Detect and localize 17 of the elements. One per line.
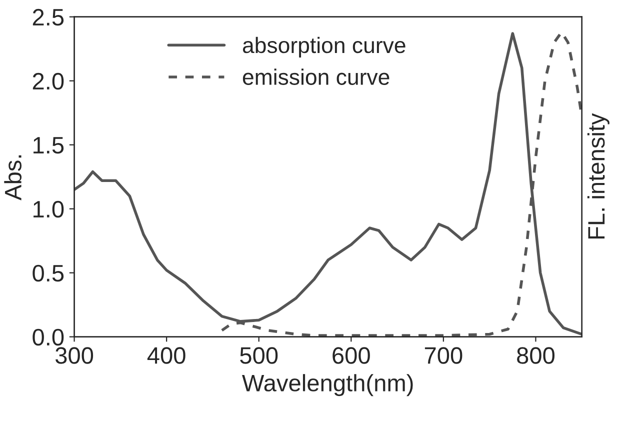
y-tick-label: 0.5 (32, 264, 64, 282)
x-axis-title: Wavelength(nm) (242, 374, 413, 396)
x-tick-label: 700 (424, 347, 462, 364)
y-tick-label: 2.5 (32, 8, 64, 26)
x-tick-label: 300 (55, 347, 94, 364)
y-tick-label: 2.0 (32, 72, 64, 90)
y-tick-label: 0.0 (32, 328, 64, 346)
y-tick-label: 1.5 (34, 137, 64, 154)
legend-label: emission curve (242, 68, 390, 85)
y2-axis-title: FL. intensity (587, 113, 610, 239)
y-tick-label: 1.0 (34, 200, 64, 218)
legend-label: absorption curve (242, 36, 406, 58)
x-tick-label: 600 (332, 347, 370, 364)
y-axis-title: Abs. (4, 155, 22, 200)
x-tick-label: 400 (147, 347, 186, 364)
x-tick-label: 800 (517, 347, 554, 364)
x-tick-label: 500 (240, 347, 278, 364)
